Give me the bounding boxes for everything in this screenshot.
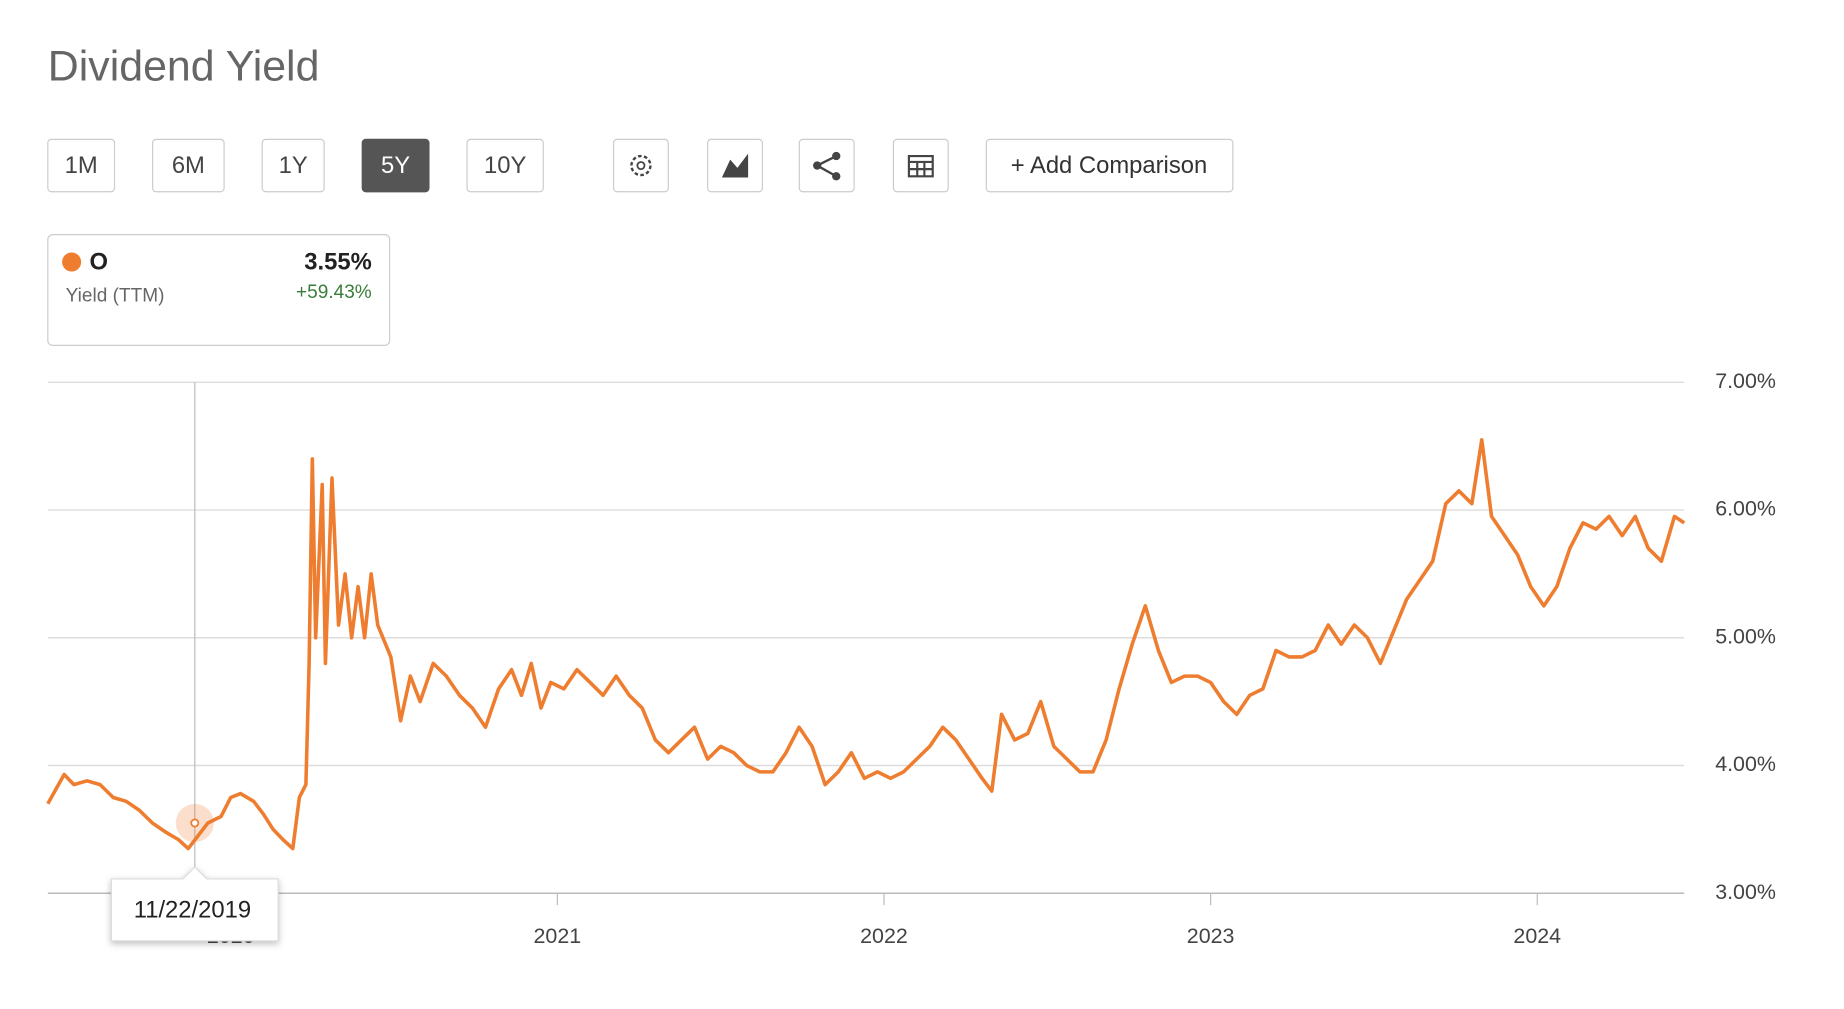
line-series	[46, 438, 1686, 851]
range-button[interactable]	[47, 138, 116, 193]
range-label: 1Y	[279, 152, 308, 179]
legend-symbol: O	[90, 249, 109, 276]
x-tick-label: 2023	[1187, 924, 1235, 948]
settings-button[interactable]	[612, 138, 669, 193]
x-tick-label: 2022	[860, 924, 908, 948]
title: Dividend Yield	[48, 42, 320, 90]
range-button[interactable]	[466, 138, 544, 193]
range-label: 5Y	[381, 152, 410, 179]
x-tick-label: 2021	[534, 924, 582, 948]
table-button[interactable]	[892, 138, 949, 193]
gear-icon-hub	[636, 161, 646, 171]
range-button[interactable]	[261, 138, 325, 193]
range-button[interactable]	[361, 138, 430, 193]
mountain-icon	[721, 153, 749, 178]
y-tick-label: 5.00%	[1715, 624, 1776, 648]
icon-buttons: + Add Comparison O Yield (TTM) 3.55% +59…	[47, 138, 1234, 346]
add-comparison-button[interactable]	[985, 138, 1234, 193]
range-label: 10Y	[484, 152, 526, 179]
x-tick-label: 2024	[1513, 924, 1561, 948]
share-icon-dot	[832, 151, 841, 161]
y-tick-label: 7.00%	[1715, 369, 1776, 393]
legend-card	[47, 234, 391, 346]
table-icon	[907, 154, 934, 178]
range-label: 6M	[172, 152, 205, 179]
tooltip-date: 11/22/2019	[134, 896, 251, 923]
range-button[interactable]	[152, 138, 225, 193]
share-icon-dot	[813, 161, 822, 170]
legend-change: +59.43%	[296, 282, 372, 303]
gear-icon	[630, 154, 652, 177]
share-icon-dot	[832, 172, 841, 181]
legend-swatch	[62, 252, 82, 272]
legend-metric: Yield (TTM)	[66, 286, 165, 307]
y-tick-label: 3.00%	[1715, 880, 1776, 904]
tooltip	[110, 866, 279, 942]
range-label: 1M	[65, 152, 98, 179]
legend-value: 3.55%	[304, 249, 371, 276]
add-comparison-label: + Add Comparison	[1011, 152, 1207, 179]
y-tick-label: 6.00%	[1715, 497, 1776, 521]
share-button[interactable]	[798, 138, 855, 193]
hover-dot	[190, 818, 200, 828]
y-tick-label: 4.00%	[1715, 752, 1776, 776]
